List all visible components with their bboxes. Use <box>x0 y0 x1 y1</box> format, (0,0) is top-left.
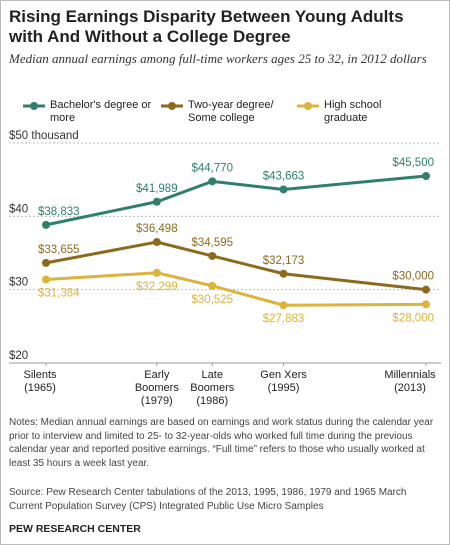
data-point <box>152 268 161 277</box>
data-point <box>422 300 430 309</box>
x-category-label: Millennials <box>384 369 436 381</box>
x-category-label: Gen Xers <box>260 369 307 381</box>
x-tick-label: (1995) <box>267 382 300 394</box>
y-tick-label: $50 thousand <box>9 130 79 142</box>
data-label: $38,833 <box>38 206 80 218</box>
x-category-label: Late Boomers <box>190 369 235 394</box>
legend-swatch <box>30 102 38 110</box>
data-label: $34,595 <box>191 237 233 249</box>
legend-label: Bachelor's degree or more <box>50 99 152 124</box>
y-tick-label: $30 <box>9 277 28 289</box>
series-line <box>45 174 427 227</box>
data-point <box>422 172 430 180</box>
data-label: $45,500 <box>392 157 434 169</box>
data-label: $30,525 <box>191 294 233 306</box>
x-tick-label: (2013) <box>394 382 426 394</box>
y-tick-label: $40 <box>9 203 28 215</box>
source: Source: Pew Research Center tabulations … <box>9 487 407 512</box>
legend-label: High school graduate <box>324 99 382 124</box>
y-tick-label: $20 <box>9 350 28 362</box>
data-point <box>152 238 161 247</box>
data-point <box>208 251 217 260</box>
data-point <box>422 285 430 294</box>
x-category-label: Silents <box>23 369 57 381</box>
data-point <box>42 220 50 229</box>
legend-label: Two-year degree/ Some college <box>188 99 274 124</box>
data-label: $41,989 <box>136 183 178 195</box>
data-label: $31,384 <box>38 288 80 300</box>
data-point <box>152 197 161 206</box>
data-label: $43,663 <box>263 171 305 183</box>
notes: Notes: Median annual earnings are based … <box>9 417 434 469</box>
x-tick-label: (1965) <box>24 382 56 394</box>
data-label: $32,173 <box>263 255 305 267</box>
data-label: $36,498 <box>136 223 178 235</box>
x-tick-label: (1986) <box>196 395 229 407</box>
data-point <box>208 281 217 290</box>
legend-swatch <box>168 102 176 110</box>
legend-swatch <box>304 102 312 110</box>
data-point <box>208 177 217 186</box>
chart-title: Rising Earnings Disparity Between Young … <box>9 7 404 46</box>
data-label: $44,770 <box>191 162 233 174</box>
series-line <box>45 240 427 292</box>
chart: $20 $30 $40 $50 thousand $38,833 $41,989 $44,7… <box>9 102 441 366</box>
data-label: $28,000 <box>392 312 434 324</box>
data-point <box>279 185 288 194</box>
data-point <box>279 269 288 278</box>
chart-subtitle: Median annual earnings among full-time w… <box>9 51 427 66</box>
series-line <box>45 271 427 307</box>
data-label: $32,299 <box>136 281 178 293</box>
data-point <box>42 258 50 267</box>
data-label: $33,655 <box>38 244 80 256</box>
footer: PEW RESEARCH CENTER <box>9 523 141 535</box>
data-point <box>279 301 288 310</box>
x-tick-label: (1979) <box>140 395 173 407</box>
x-category-label: Early Boomers <box>134 369 179 394</box>
data-label: $30,000 <box>392 271 434 283</box>
data-label: $27,883 <box>263 313 305 325</box>
data-point <box>42 275 50 284</box>
